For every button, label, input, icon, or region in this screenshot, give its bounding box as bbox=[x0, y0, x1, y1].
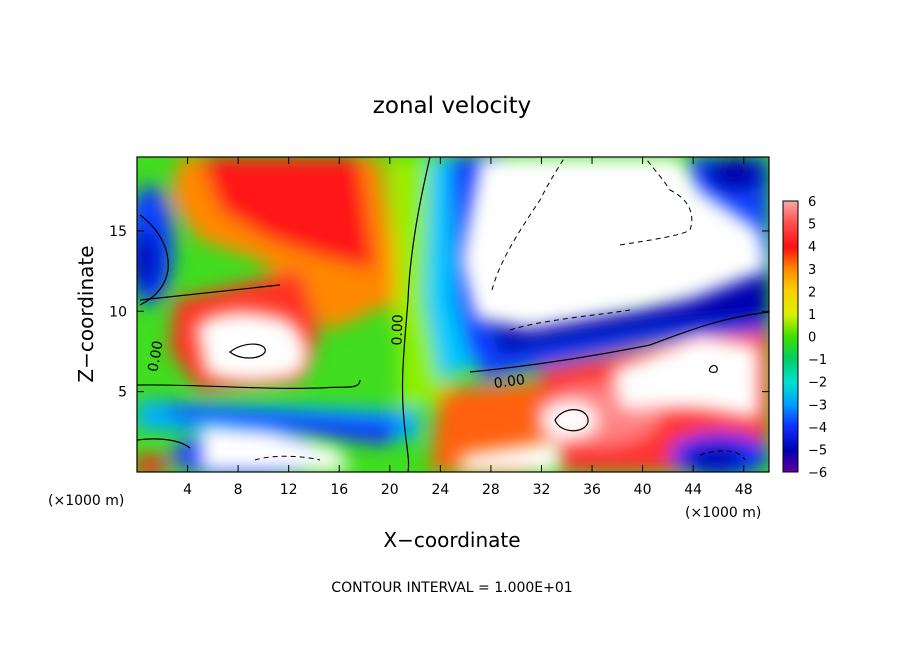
y-axis-ticks: 5 10 15 bbox=[109, 224, 769, 401]
colorbar-tick-label: 0 bbox=[808, 331, 816, 346]
colorbar-tick-label: −6 bbox=[808, 466, 827, 481]
colorbar-tick-label: 2 bbox=[808, 285, 816, 300]
x-tick-label: 20 bbox=[381, 482, 399, 498]
contour-label: 0.00 bbox=[493, 372, 526, 392]
colorbar-tick-label: −2 bbox=[808, 376, 827, 391]
colorbar-tick-label: −5 bbox=[808, 443, 827, 458]
colorbar-tick-label: 6 bbox=[808, 195, 816, 210]
colorbar: 6 5 4 3 2 1 0 −1 −2 −3 −4 −5 −6 bbox=[782, 195, 827, 481]
x-axis-ticks: 4 8 12 16 20 24 28 32 36 40 44 48 bbox=[183, 157, 753, 498]
colorbar-tick-label: 4 bbox=[808, 240, 816, 255]
contour-interval-note: CONTOUR INTERVAL = 1.000E+01 bbox=[331, 580, 572, 596]
x-axis-label: X−coordinate bbox=[383, 528, 520, 552]
x-unit-right: (×1000 m) bbox=[685, 505, 761, 521]
plot-frame bbox=[136, 156, 770, 473]
x-tick-label: 12 bbox=[280, 482, 298, 498]
contour-lines bbox=[137, 157, 769, 472]
x-tick-label: 36 bbox=[583, 482, 601, 498]
x-tick-label: 44 bbox=[684, 482, 702, 498]
y-tick-label: 10 bbox=[109, 304, 127, 320]
colorbar-tick-label: −4 bbox=[808, 421, 827, 436]
velocity-field: 0.00 0.00 0.00 bbox=[137, 157, 769, 472]
colorbar-tick-label: 5 bbox=[808, 218, 816, 233]
colorbar-tick-label: 3 bbox=[808, 263, 816, 278]
x-tick-label: 8 bbox=[234, 482, 243, 498]
x-tick-label: 40 bbox=[634, 482, 652, 498]
x-tick-label: 4 bbox=[183, 482, 192, 498]
y-tick-label: 15 bbox=[109, 224, 127, 240]
chart-title: zonal velocity bbox=[373, 93, 531, 119]
x-tick-label: 32 bbox=[533, 482, 551, 498]
x-tick-label: 24 bbox=[431, 482, 449, 498]
contour-label: 0.00 bbox=[145, 340, 166, 373]
y-axis-label: Z−coordinate bbox=[74, 245, 98, 382]
colorbar-tick-label: −1 bbox=[808, 353, 827, 368]
colorbar-tick-label: −3 bbox=[808, 398, 827, 413]
colorbar-ticks: 6 5 4 3 2 1 0 −1 −2 −3 −4 −5 −6 bbox=[808, 195, 827, 481]
contour-label: 0.00 bbox=[389, 314, 406, 346]
y-tick-label: 5 bbox=[118, 385, 127, 401]
colorbar-tick-label: 1 bbox=[808, 308, 816, 323]
x-tick-label: 28 bbox=[482, 482, 500, 498]
x-tick-label: 16 bbox=[330, 482, 348, 498]
negative-contour-lines bbox=[254, 157, 746, 461]
x-unit-left: (×1000 m) bbox=[48, 493, 124, 509]
x-tick-label: 48 bbox=[735, 482, 753, 498]
